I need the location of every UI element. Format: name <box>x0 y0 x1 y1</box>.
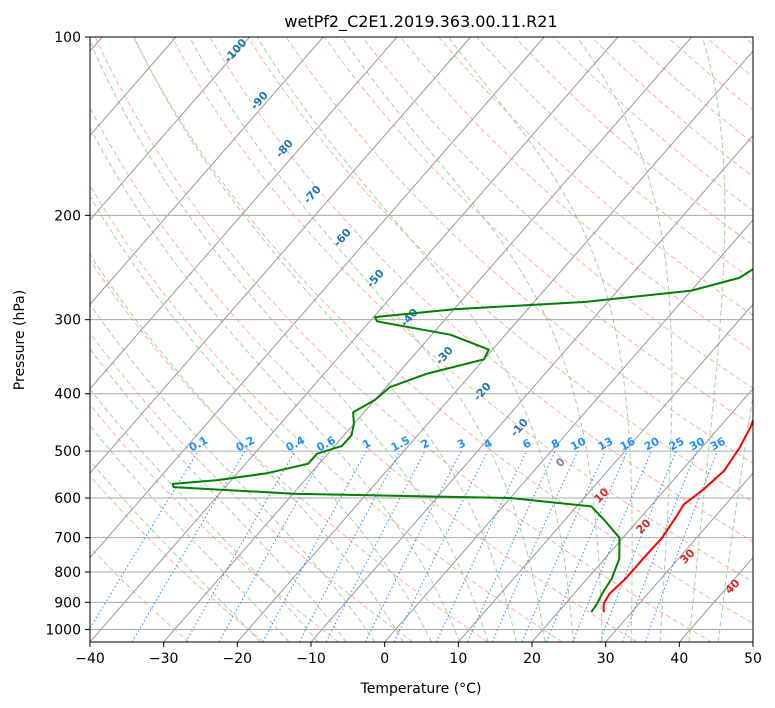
mixing-ratio-label: 36 <box>708 435 728 454</box>
y-tick-label: 400 <box>54 387 81 403</box>
y-tick-label: 500 <box>54 444 81 460</box>
dry-adiabat-line <box>323 37 753 426</box>
dry-adiabat-line <box>90 403 339 642</box>
moist-adiabat-line <box>90 303 376 642</box>
moist-adiabat-line <box>576 37 673 642</box>
y-tick-label: 200 <box>54 208 81 224</box>
mixing-ratio-line <box>521 450 606 642</box>
chart-title: wetPf2_C2E1.2019.363.00.11.R21 <box>284 12 557 32</box>
dry-adiabat-line <box>247 37 753 503</box>
x-tick-label: −10 <box>296 651 326 667</box>
isotherm-line <box>90 37 545 559</box>
isotherm-line <box>605 472 753 642</box>
plot-frame <box>89 36 754 643</box>
dry-adiabat-line <box>362 37 753 389</box>
moist-adiabat-line <box>90 126 461 642</box>
isotherm-line <box>90 37 619 642</box>
moist-adiabat-line <box>90 460 261 642</box>
mixing-ratio-label: 20 <box>642 435 662 454</box>
moist-adiabat-line <box>341 37 603 642</box>
y-tick-label: 900 <box>54 595 81 611</box>
y-tick-label: 700 <box>54 531 81 547</box>
x-tick-label: 50 <box>744 651 762 667</box>
moist-adiabat-line <box>90 425 290 642</box>
y-tick-label: 300 <box>54 313 81 329</box>
y-tick-label: 600 <box>54 491 81 507</box>
mixing-ratio-label: 25 <box>667 435 687 454</box>
moist-adiabat-line <box>189 37 546 642</box>
x-tick-label: 40 <box>670 651 688 667</box>
x-tick-label: −20 <box>223 651 253 667</box>
mixing-ratio-line <box>599 450 677 642</box>
dry-adiabat-line <box>132 37 753 624</box>
mixing-ratio-line <box>621 450 698 642</box>
mixing-ratio-line <box>90 450 199 630</box>
isotherm-line <box>90 37 324 306</box>
isotherm-line <box>457 303 753 642</box>
temperature-line <box>602 417 753 613</box>
x-tick-label: 10 <box>449 651 467 667</box>
mixing-ratio-line <box>644 450 718 642</box>
mixing-ratio-line <box>298 450 401 642</box>
moist-adiabat-line <box>133 37 517 642</box>
x-tick-label: 30 <box>597 651 615 667</box>
moist-adiabat-line <box>90 253 404 642</box>
mixing-ratio-line <box>491 450 579 642</box>
moist-adiabat-line <box>90 39 489 642</box>
dry-adiabat-line <box>171 37 753 583</box>
mixing-ratio-label: 13 <box>596 435 616 454</box>
moist-adiabat-line <box>717 392 753 642</box>
dry-adiabat-line <box>90 475 264 642</box>
isotherm-line <box>384 219 753 642</box>
isotherm-line <box>310 134 753 642</box>
mixing-ratio-line <box>364 450 462 642</box>
mixing-ratio-line <box>572 450 652 642</box>
profile-lines <box>171 268 753 613</box>
y-tick-label: 800 <box>54 565 81 581</box>
isotherm-line <box>90 37 398 390</box>
isotherm-line <box>90 37 471 474</box>
mixing-ratio-line <box>262 450 367 642</box>
mixing-ratio-label: 10 <box>568 435 588 454</box>
dry-adiabat-line <box>90 259 488 642</box>
moist-adiabat-line <box>256 37 575 642</box>
mixing-ratio-line <box>545 450 628 642</box>
mixing-ratio-label: 30 <box>687 435 707 454</box>
isotherm-line <box>163 37 692 642</box>
dry-adiabat-line <box>94 37 712 642</box>
y-axis-label: Pressure (hPa) <box>12 290 28 390</box>
background-grid <box>90 37 753 642</box>
moist-adiabat-line <box>447 37 633 642</box>
y-tick-label: 1000 <box>45 622 81 638</box>
x-tick-label: −40 <box>75 651 105 667</box>
isotherm-line <box>90 37 250 221</box>
dry-adiabat-line <box>438 37 753 317</box>
y-tick-label: 100 <box>54 30 81 46</box>
axes: −40 −30 −20 −10 0 10 20 30 40 50 100 200 300 400 500 60… <box>45 30 762 667</box>
dewpoint-line <box>171 268 753 613</box>
x-tick-label: −30 <box>149 651 179 667</box>
x-axis-label: Temperature (°C) <box>360 681 482 697</box>
x-tick-label: 20 <box>523 651 541 667</box>
isotherm-line <box>236 50 753 642</box>
mixing-ratio-label: 16 <box>618 435 638 454</box>
x-tick-label: 0 <box>380 651 389 667</box>
mixing-ratio-line <box>393 450 489 642</box>
dry-adiabat-line <box>90 184 563 642</box>
